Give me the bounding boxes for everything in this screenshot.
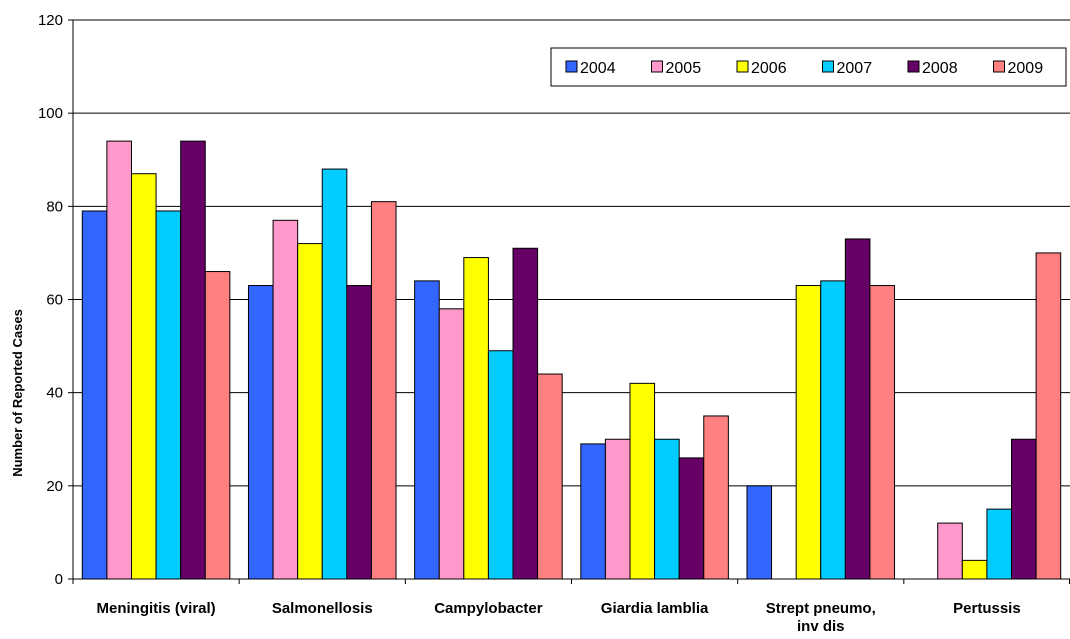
y-tick-label: 80 (46, 198, 63, 215)
legend-swatch-2008 (907, 60, 920, 73)
bar-2005-1 (272, 219, 299, 580)
legend-label-2006: 2006 (751, 60, 787, 77)
bar-2009-5 (1035, 252, 1062, 580)
legend-label-2004: 2004 (580, 60, 616, 77)
bar-2006-2 (463, 257, 489, 580)
x-category-label: Salmonellosis (272, 600, 373, 617)
legend: 2004 2005 2006 2007 2008 2009 (550, 47, 1067, 87)
bar-2008-3 (678, 457, 705, 580)
y-tick-label: 0 (55, 571, 63, 588)
bar-2006-1 (297, 243, 323, 580)
bar-2005-0 (106, 140, 132, 580)
bar-2009-2 (537, 373, 563, 580)
bar-2005-5 (937, 522, 963, 580)
bar-2006-3 (629, 382, 656, 580)
legend-swatch-2005 (651, 60, 663, 73)
legend-label-2007: 2007 (837, 60, 873, 77)
bar-2009-1 (370, 201, 397, 580)
y-tick-labels: 0 20 40 60 80 100 120 (38, 12, 63, 588)
x-category-label: Campylobacter (434, 600, 543, 617)
bar-2004-1 (247, 285, 274, 580)
bar-2008-4 (844, 238, 871, 580)
y-tick-label: 40 (46, 385, 63, 402)
bar-2005-2 (438, 308, 465, 580)
y-tick-label: 20 (46, 478, 63, 495)
legend-swatch-2007 (822, 60, 834, 73)
gridlines (68, 19, 1070, 580)
bar-2008-0 (180, 140, 206, 580)
x-category-label: Pertussis (953, 600, 1021, 617)
legend-label-2009: 2009 (1008, 60, 1044, 77)
bar-2004-4 (746, 485, 773, 580)
bar-2008-1 (346, 285, 372, 580)
bar-2008-2 (512, 247, 539, 580)
bar-2004-3 (580, 443, 606, 580)
bar-2008-5 (1011, 438, 1037, 580)
bar-2007-2 (487, 350, 514, 580)
bars (81, 140, 1062, 580)
legend-box (550, 47, 1067, 87)
x-category-label: Giardia lamblia (601, 600, 709, 617)
legend-swatch-2009 (993, 60, 1005, 73)
bar-2007-0 (155, 210, 182, 580)
legend-label-2008: 2008 (922, 60, 958, 77)
legend-swatch-2004 (565, 60, 578, 73)
y-tick-label: 120 (38, 12, 63, 29)
y-tick-label: 100 (38, 105, 63, 122)
axes (72, 20, 1070, 584)
bar-2009-3 (703, 415, 729, 580)
bar-2006-5 (961, 559, 988, 580)
bar-2009-0 (204, 271, 231, 580)
bar-2007-3 (654, 438, 680, 580)
x-category-label: Meningitis (viral) (96, 600, 215, 617)
legend-label-2005: 2005 (666, 60, 702, 77)
bar-2006-0 (130, 173, 157, 580)
legend-swatch-2006 (736, 60, 749, 73)
bar-2006-4 (795, 285, 822, 580)
y-tick-label: 60 (46, 292, 63, 309)
bar-2009-4 (869, 285, 896, 580)
bar-2007-5 (986, 508, 1013, 580)
bar-2004-0 (81, 210, 108, 580)
bar-2007-1 (321, 168, 348, 580)
x-category-labels: Meningitis (viral) Salmonellosis Campyloba… (96, 600, 1020, 635)
x-category-label: Strept pneumo, inv dis (766, 600, 876, 635)
bar-2004-2 (414, 280, 440, 580)
bar-2005-3 (604, 438, 631, 580)
bar-2007-4 (820, 280, 846, 580)
y-axis-label: Number of Reported Cases (10, 309, 25, 477)
